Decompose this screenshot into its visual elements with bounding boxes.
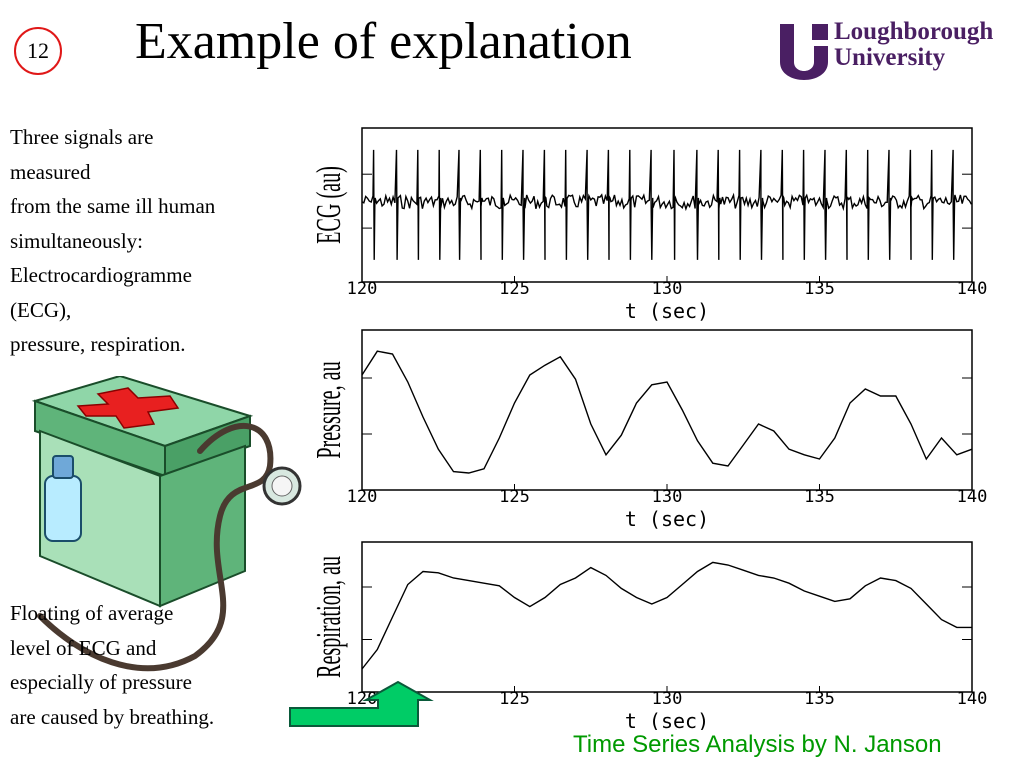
x-axis-label: t (sec) [625, 299, 709, 323]
top-text-line: from the same ill human [10, 194, 216, 218]
x-tick-label: 120 [347, 279, 378, 299]
x-tick-label: 135 [804, 689, 835, 709]
first-aid-kit-stethoscope-icon [31, 376, 302, 672]
x-tick-label: 130 [652, 689, 683, 709]
university-logo [780, 24, 828, 80]
signal-charts: 120 125 130 135 140 t (sec) ECG (au) 120 125 130 1… [311, 127, 988, 730]
x-tick-label: 130 [652, 279, 683, 299]
top-text-line: simultaneously: [10, 228, 143, 253]
logo-line-1: Loughborough [834, 18, 994, 45]
description-top: Three signals are measured from the same… [10, 120, 300, 362]
chart-frame-3 [361, 541, 973, 693]
series-line-1 [361, 149, 973, 260]
logo-shield-icon [780, 24, 828, 80]
bottom-text-line: Floating of average [10, 601, 174, 625]
series-line-3 [361, 561, 972, 670]
footer-credit: Time Series Analysis by N. Janson [573, 731, 942, 758]
top-text-line: measured [10, 159, 91, 184]
top-text-line: Electrocardiogramme [10, 263, 192, 287]
x-tick-label: 125 [499, 689, 530, 709]
bottom-text-line: level of ECG and [10, 635, 157, 660]
top-text-line: pressure, respiration. [10, 332, 186, 356]
slide-title: Example of explanation [135, 13, 632, 70]
x-tick-label: 140 [957, 487, 988, 507]
x-tick-label: 125 [499, 279, 530, 299]
y-axis-label: ECG (au) [311, 166, 349, 244]
chart-frame-2 [361, 329, 973, 491]
y-axis-label: Respiration, au [311, 556, 349, 678]
slide-number-badge: 12 [14, 27, 62, 75]
x-axis-label: t (sec) [625, 507, 709, 531]
x-axis-label: t (sec) [625, 709, 709, 730]
top-text-line: (ECG), [10, 297, 72, 322]
logo-wordmark: Loughborough University [834, 19, 993, 71]
x-tick-label: 120 [347, 689, 378, 709]
top-text-line: Three signals are [10, 125, 154, 149]
bottom-text-line: especially of pressure [10, 670, 192, 694]
series-line-2 [361, 350, 973, 474]
y-axis-label: Pressure, au [311, 361, 349, 458]
x-tick-label: 125 [499, 487, 530, 507]
x-tick-label: 135 [804, 279, 835, 299]
x-tick-label: 140 [957, 279, 988, 299]
logo-square-icon [812, 24, 828, 40]
green-up-arrow-icon [289, 680, 434, 727]
bottom-text-line: are caused by breathing. [10, 704, 215, 729]
x-tick-label: 120 [347, 487, 378, 507]
x-tick-label: 130 [652, 487, 683, 507]
slide-number: 12 [27, 38, 49, 63]
x-tick-label: 140 [957, 689, 988, 709]
x-tick-label: 135 [804, 487, 835, 507]
description-bottom: Floating of average level of ECG and esp… [10, 596, 300, 734]
logo-line-2: University [834, 44, 946, 71]
